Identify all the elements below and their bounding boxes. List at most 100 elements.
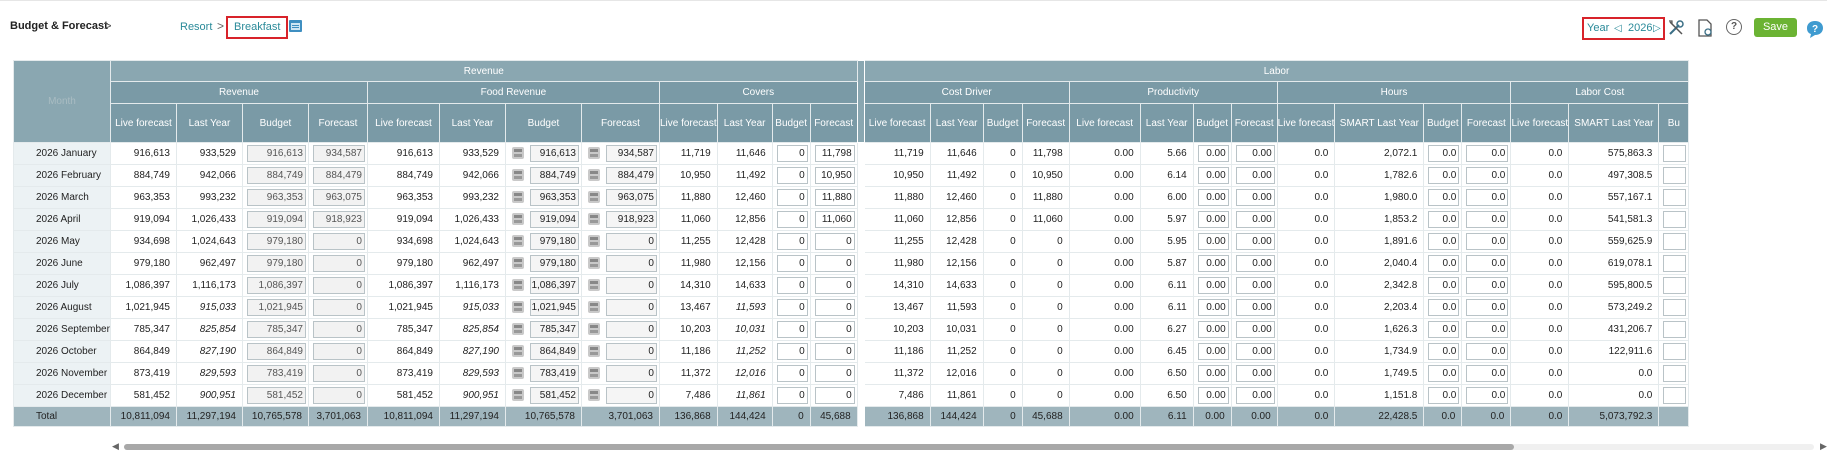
tools-icon[interactable]: [1667, 19, 1685, 37]
input-cell[interactable]: 919,094: [241, 208, 309, 231]
input-cell[interactable]: 916,613: [241, 142, 309, 165]
value-input[interactable]: 10,950: [814, 167, 855, 184]
value-input[interactable]: 0: [312, 321, 365, 338]
input-cell[interactable]: 0.0: [1461, 164, 1512, 187]
input-cell[interactable]: 0: [771, 318, 811, 341]
input-cell[interactable]: 0.00: [1192, 362, 1232, 385]
value-input[interactable]: [1663, 211, 1687, 228]
value-input[interactable]: 0.0: [1428, 145, 1460, 162]
value-input[interactable]: 0.0: [1428, 299, 1460, 316]
input-cell[interactable]: 0.00: [1192, 274, 1232, 297]
value-input[interactable]: 0.0: [1428, 321, 1460, 338]
input-cell[interactable]: 0.00: [1230, 318, 1278, 341]
input-cell[interactable]: 0: [771, 164, 811, 187]
input-cell[interactable]: [1658, 296, 1690, 319]
value-input[interactable]: 918,923: [312, 211, 365, 228]
value-input[interactable]: 0: [776, 277, 808, 294]
input-cell[interactable]: 0.00: [1230, 164, 1278, 187]
distribution-icon[interactable]: [587, 367, 600, 379]
value-input[interactable]: 0.00: [1197, 145, 1229, 162]
value-input[interactable]: 0: [605, 277, 657, 294]
locked-value-cell[interactable]: 581,452: [504, 384, 582, 407]
distribution-icon[interactable]: [511, 169, 524, 181]
locked-value-cell[interactable]: 0: [580, 362, 660, 385]
year-prev-icon[interactable]: ◁: [1614, 23, 1622, 34]
input-cell[interactable]: 979,180: [241, 252, 309, 275]
value-input[interactable]: 0: [776, 167, 808, 184]
input-cell[interactable]: 0: [809, 274, 858, 297]
value-input[interactable]: [1663, 189, 1687, 206]
value-input[interactable]: 783,419: [529, 365, 579, 382]
value-input[interactable]: 0: [776, 189, 808, 206]
value-input[interactable]: 0: [814, 255, 855, 272]
value-input[interactable]: 0: [605, 387, 657, 404]
value-input[interactable]: 0: [312, 387, 365, 404]
value-input[interactable]: 919,094: [246, 211, 306, 228]
input-cell[interactable]: 0: [307, 252, 368, 275]
locked-value-cell[interactable]: 783,419: [504, 362, 582, 385]
value-input[interactable]: 581,452: [529, 387, 579, 404]
value-input[interactable]: 0.0: [1428, 387, 1460, 404]
value-input[interactable]: 0.0: [1466, 387, 1509, 404]
value-input[interactable]: 0: [312, 365, 365, 382]
input-cell[interactable]: [1658, 230, 1690, 253]
value-input[interactable]: 916,613: [529, 145, 579, 162]
input-cell[interactable]: 0.00: [1192, 384, 1232, 407]
input-cell[interactable]: 0.0: [1423, 230, 1463, 253]
value-input[interactable]: 0: [605, 299, 657, 316]
horizontal-scrollbar[interactable]: ◀ ▶: [112, 441, 1827, 451]
input-cell[interactable]: [1658, 208, 1690, 231]
distribution-icon[interactable]: [511, 301, 524, 313]
value-input[interactable]: 0.0: [1466, 233, 1509, 250]
input-cell[interactable]: 0: [771, 230, 811, 253]
distribution-icon[interactable]: [511, 345, 524, 357]
value-input[interactable]: 0.00: [1235, 233, 1275, 250]
value-input[interactable]: 0.00: [1235, 211, 1275, 228]
distribution-icon[interactable]: [511, 235, 524, 247]
value-input[interactable]: 979,180: [529, 233, 579, 250]
value-input[interactable]: 0: [312, 343, 365, 360]
input-cell[interactable]: 785,347: [241, 318, 309, 341]
value-input[interactable]: 884,479: [312, 167, 365, 184]
input-cell[interactable]: 918,923: [307, 208, 368, 231]
value-input[interactable]: 979,180: [246, 233, 306, 250]
value-input[interactable]: 0: [776, 145, 808, 162]
locked-value-cell[interactable]: 919,094: [504, 208, 582, 231]
distribution-icon[interactable]: [511, 213, 524, 225]
value-input[interactable]: 0.00: [1235, 255, 1275, 272]
value-input[interactable]: 0: [312, 299, 365, 316]
distribution-icon[interactable]: [511, 191, 524, 203]
value-input[interactable]: [1663, 233, 1687, 250]
value-input[interactable]: 918,923: [605, 211, 657, 228]
value-input[interactable]: 0.00: [1197, 321, 1229, 338]
value-input[interactable]: 934,587: [312, 145, 365, 162]
locked-value-cell[interactable]: 0: [580, 230, 660, 253]
value-input[interactable]: 0: [312, 255, 365, 272]
value-input[interactable]: 0.00: [1235, 321, 1275, 338]
value-input[interactable]: 963,075: [312, 189, 365, 206]
value-input[interactable]: 0: [312, 233, 365, 250]
input-cell[interactable]: 0.00: [1192, 142, 1232, 165]
value-input[interactable]: 783,419: [246, 365, 306, 382]
input-cell[interactable]: 0.00: [1230, 384, 1278, 407]
input-cell[interactable]: 0: [809, 384, 858, 407]
value-input[interactable]: 0.00: [1197, 255, 1229, 272]
value-input[interactable]: 0: [814, 233, 855, 250]
input-cell[interactable]: 963,353: [241, 186, 309, 209]
input-cell[interactable]: [1658, 186, 1690, 209]
input-cell[interactable]: 0.0: [1423, 362, 1463, 385]
value-input[interactable]: 0.00: [1197, 365, 1229, 382]
input-cell[interactable]: 0: [307, 274, 368, 297]
value-input[interactable]: 0: [605, 321, 657, 338]
value-input[interactable]: [1663, 145, 1687, 162]
value-input[interactable]: 0.0: [1428, 365, 1460, 382]
value-input[interactable]: 0.00: [1235, 299, 1275, 316]
value-input[interactable]: 0.0: [1428, 233, 1460, 250]
input-cell[interactable]: 0.00: [1192, 208, 1232, 231]
distribution-icon[interactable]: [587, 169, 600, 181]
calendar-icon[interactable]: [289, 20, 302, 32]
value-input[interactable]: [1663, 255, 1687, 272]
input-cell[interactable]: 0.00: [1192, 252, 1232, 275]
input-cell[interactable]: 884,749: [241, 164, 309, 187]
locked-value-cell[interactable]: 864,849: [504, 340, 582, 363]
